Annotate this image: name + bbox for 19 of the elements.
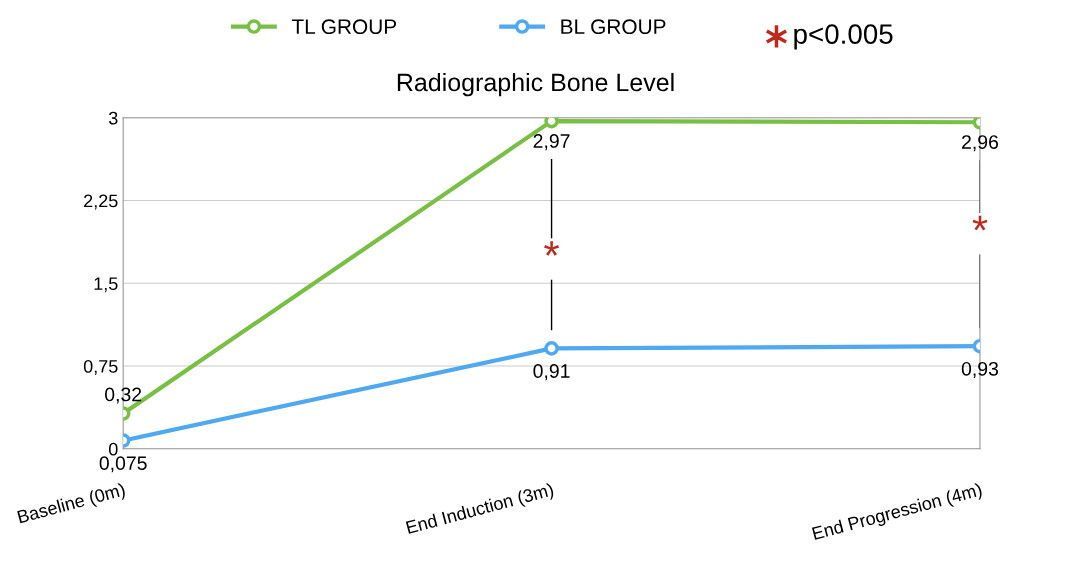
y-tick-label: 1,5 [94,277,118,293]
data-label: 0,32 [105,387,142,404]
annotation: * [972,215,988,231]
data-label: 0,075 [99,456,147,473]
y-tick-label: 0 [108,442,118,456]
legend-label: TL GROUP [291,19,397,35]
x-tick-label: Baseline (0m) [17,482,127,527]
data-label: 2,96 [962,135,999,152]
chart-title: Radiographic Bone Level [397,72,674,97]
y-tick-label: 2,25 [84,194,118,210]
data-label: 0,93 [961,361,999,378]
data-label: 0,91 [533,364,570,381]
y-tick-label: 3 [108,111,118,125]
annotation: * [544,241,560,256]
data-label: 2,97 [533,134,570,151]
y-tick-label: 0,75 [83,359,118,375]
x-tick-label: End Induction (3m) [405,482,555,538]
legend-label: BL GROUP [561,19,666,35]
text: p<0.005 [794,24,893,50]
